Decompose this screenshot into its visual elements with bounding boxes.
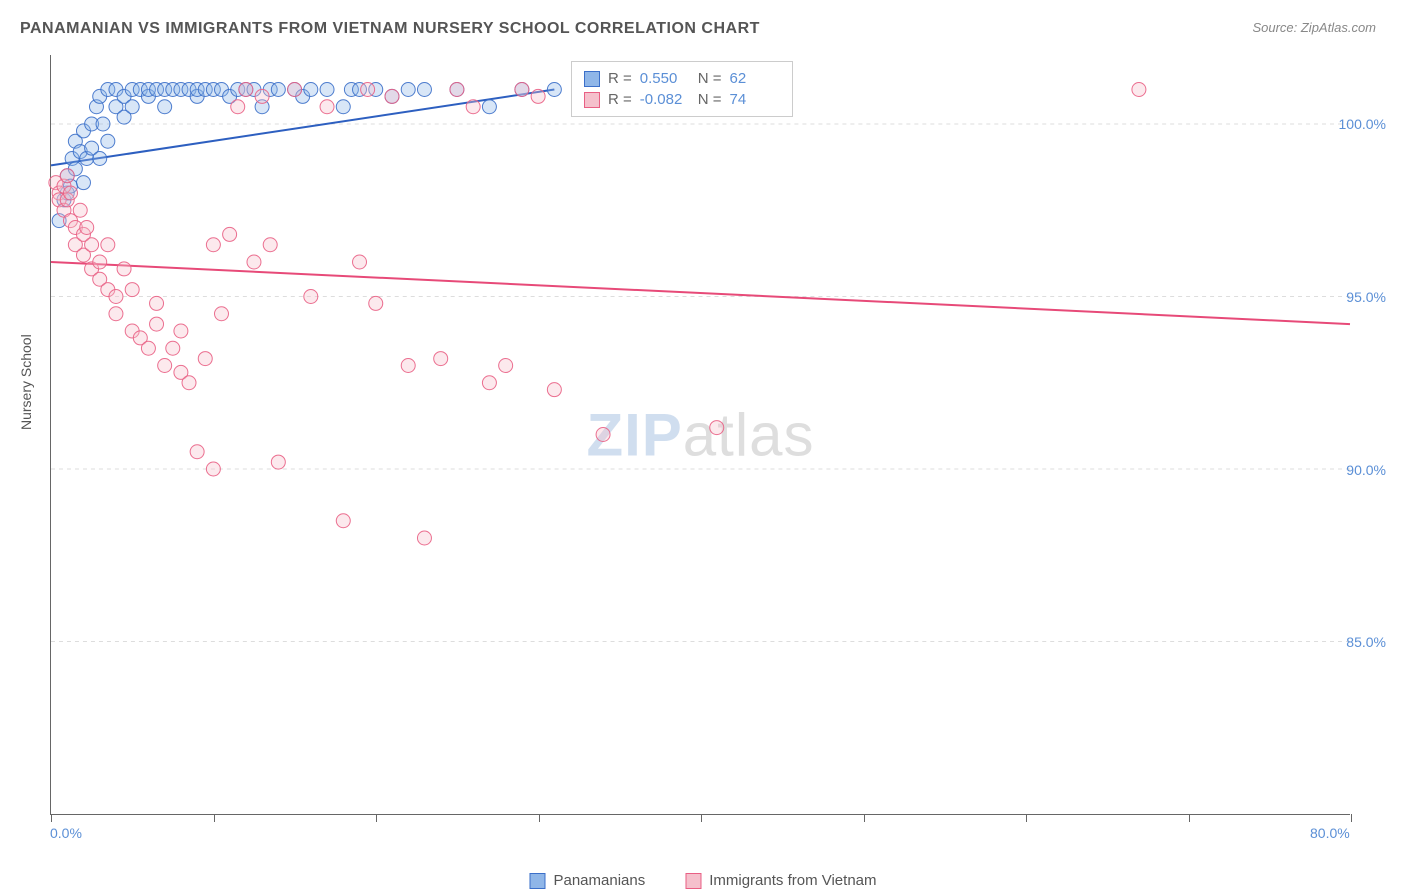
r-value: 0.550 <box>640 70 690 87</box>
stats-row-panamanians: R = 0.550 N = 62 <box>584 68 780 89</box>
stats-swatch-icon <box>584 92 600 108</box>
r-label: R = <box>608 70 632 87</box>
swatch-panamanians <box>529 873 545 889</box>
r-label: R = <box>608 91 632 108</box>
x-tick <box>1351 814 1352 822</box>
n-value: 62 <box>730 70 780 87</box>
x-tick <box>539 814 540 822</box>
x-tick <box>214 814 215 822</box>
source-attribution: Source: ZipAtlas.com <box>1252 20 1376 35</box>
x-tick <box>376 814 377 822</box>
swatch-vietnam <box>685 873 701 889</box>
plot-area: ZIPatlas R =0.550N =62R =-0.082N =74 <box>50 55 1350 815</box>
n-value: 74 <box>730 91 780 108</box>
stats-legend-box: R = 0.550 N = 62 R = -0.082 N = 74 <box>571 61 793 117</box>
legend-item-vietnam: Immigrants from Vietnam <box>685 872 876 889</box>
legend-label-panamanians: Panamanians <box>553 872 645 889</box>
r-value: -0.082 <box>640 91 690 108</box>
x-tick-label: 80.0% <box>1310 825 1350 841</box>
y-tick-label: 85.0% <box>1346 634 1386 650</box>
scatter-svg <box>51 55 1350 814</box>
chart-title: PANAMANIAN VS IMMIGRANTS FROM VIETNAM NU… <box>20 20 760 38</box>
x-tick-label: 0.0% <box>50 825 82 841</box>
legend-label-vietnam: Immigrants from Vietnam <box>709 872 876 889</box>
x-tick <box>864 814 865 822</box>
stats-row-vietnam: R = -0.082 N = 74 <box>584 89 780 110</box>
x-tick <box>701 814 702 822</box>
n-label: N = <box>698 91 722 108</box>
x-tick <box>1189 814 1190 822</box>
n-label: N = <box>698 70 722 87</box>
legend-item-panamanians: Panamanians <box>529 872 645 889</box>
y-tick-label: 95.0% <box>1346 289 1386 305</box>
x-tick <box>1026 814 1027 822</box>
y-tick-label: 90.0% <box>1346 462 1386 478</box>
x-tick <box>51 814 52 822</box>
stats-swatch-icon <box>584 71 600 87</box>
y-axis-label: Nursery School <box>18 334 34 430</box>
y-tick-label: 100.0% <box>1339 116 1386 132</box>
bottom-legend: Panamanians Immigrants from Vietnam <box>529 872 876 889</box>
